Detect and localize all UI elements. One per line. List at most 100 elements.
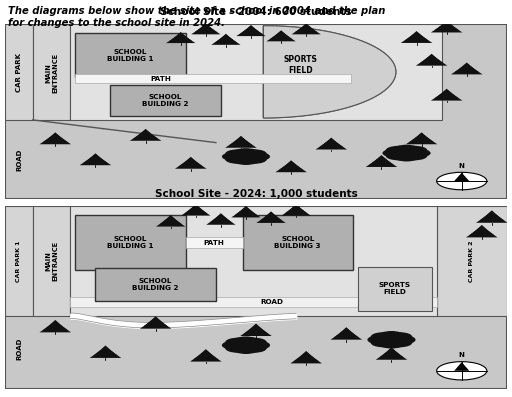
Polygon shape: [97, 345, 114, 353]
Polygon shape: [175, 158, 206, 169]
Circle shape: [241, 149, 267, 158]
Polygon shape: [159, 216, 182, 224]
Polygon shape: [190, 351, 222, 362]
Circle shape: [401, 151, 428, 160]
Circle shape: [386, 146, 412, 155]
Polygon shape: [431, 90, 462, 100]
Polygon shape: [195, 24, 217, 32]
Polygon shape: [369, 156, 394, 165]
Polygon shape: [137, 129, 155, 137]
Circle shape: [222, 152, 248, 161]
Text: SCHOOL
BUILDING 2: SCHOOL BUILDING 2: [133, 278, 179, 291]
Bar: [75, 33, 186, 77]
Polygon shape: [431, 22, 462, 33]
Polygon shape: [218, 34, 234, 41]
Polygon shape: [182, 157, 200, 164]
Polygon shape: [43, 321, 68, 330]
Polygon shape: [404, 32, 429, 41]
Bar: [111, 85, 221, 116]
Polygon shape: [260, 212, 283, 221]
Polygon shape: [234, 206, 258, 215]
Polygon shape: [43, 133, 68, 142]
Polygon shape: [39, 134, 71, 144]
Bar: [358, 267, 432, 310]
Polygon shape: [409, 133, 434, 142]
Polygon shape: [244, 324, 268, 334]
Polygon shape: [133, 129, 158, 139]
Text: SCHOOL
BUILDING 1: SCHOOL BUILDING 1: [108, 48, 154, 62]
Polygon shape: [247, 324, 265, 331]
Polygon shape: [438, 21, 456, 28]
Circle shape: [368, 335, 393, 345]
Polygon shape: [366, 157, 397, 167]
Circle shape: [437, 362, 487, 380]
Polygon shape: [291, 25, 321, 35]
Polygon shape: [331, 329, 362, 340]
Circle shape: [437, 172, 487, 190]
Circle shape: [376, 334, 407, 345]
Polygon shape: [294, 352, 318, 361]
Polygon shape: [143, 317, 168, 326]
Polygon shape: [194, 350, 218, 359]
Bar: [5, 206, 33, 316]
Text: CAR PARK 1: CAR PARK 1: [16, 241, 22, 282]
Polygon shape: [379, 348, 404, 357]
Circle shape: [241, 338, 267, 347]
Polygon shape: [80, 155, 111, 165]
Polygon shape: [315, 139, 347, 150]
Polygon shape: [212, 213, 229, 221]
Polygon shape: [243, 25, 259, 32]
Polygon shape: [257, 213, 286, 223]
Circle shape: [233, 337, 259, 346]
Polygon shape: [206, 215, 236, 225]
Circle shape: [225, 149, 251, 158]
Polygon shape: [295, 24, 317, 32]
Bar: [437, 206, 507, 316]
Circle shape: [394, 152, 419, 162]
Bar: [186, 237, 243, 248]
Text: PATH: PATH: [150, 75, 171, 81]
Text: SPORTS
FIELD: SPORTS FIELD: [284, 55, 317, 75]
Polygon shape: [282, 160, 300, 168]
Polygon shape: [209, 214, 232, 223]
Polygon shape: [473, 225, 490, 233]
Polygon shape: [166, 33, 196, 43]
Polygon shape: [90, 347, 121, 358]
Circle shape: [391, 148, 422, 158]
Polygon shape: [147, 316, 164, 324]
Circle shape: [401, 146, 428, 155]
Polygon shape: [401, 33, 432, 43]
Text: SCHOOL
BUILDING 2: SCHOOL BUILDING 2: [142, 94, 189, 107]
Polygon shape: [279, 161, 304, 170]
Circle shape: [386, 151, 412, 160]
Polygon shape: [39, 322, 71, 332]
Polygon shape: [47, 132, 64, 140]
Polygon shape: [264, 26, 396, 118]
Polygon shape: [169, 33, 192, 41]
Polygon shape: [47, 320, 64, 328]
Circle shape: [394, 145, 419, 154]
Polygon shape: [319, 138, 344, 147]
Polygon shape: [162, 215, 179, 222]
Polygon shape: [382, 347, 400, 355]
Bar: [33, 206, 70, 316]
Circle shape: [231, 340, 261, 351]
Polygon shape: [273, 30, 289, 37]
Polygon shape: [184, 205, 207, 214]
Polygon shape: [470, 226, 494, 235]
Polygon shape: [237, 27, 266, 36]
Polygon shape: [416, 55, 447, 66]
Text: SCHOOL
BUILDING 1: SCHOOL BUILDING 1: [108, 236, 154, 249]
Circle shape: [225, 338, 251, 347]
Polygon shape: [232, 136, 250, 143]
Bar: [75, 74, 351, 83]
Text: PATH: PATH: [204, 240, 225, 246]
Polygon shape: [466, 227, 498, 237]
Polygon shape: [323, 138, 340, 145]
Polygon shape: [419, 54, 444, 64]
Polygon shape: [480, 211, 504, 220]
Bar: [33, 24, 70, 120]
Polygon shape: [476, 212, 507, 223]
Circle shape: [244, 341, 270, 350]
Polygon shape: [140, 318, 172, 329]
